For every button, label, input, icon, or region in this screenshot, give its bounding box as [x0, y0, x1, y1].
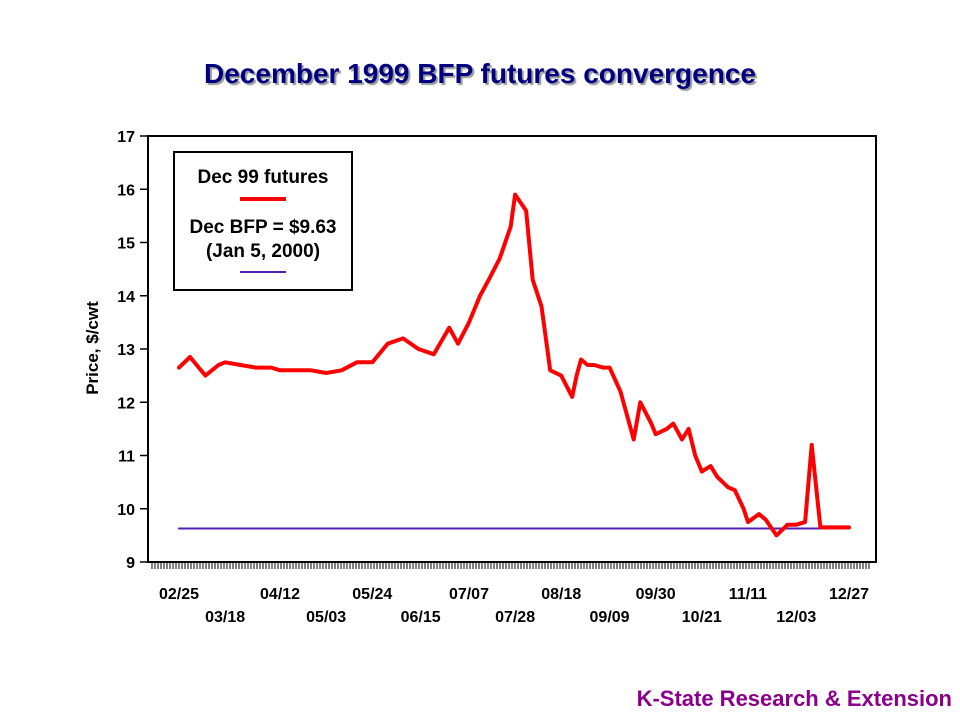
y-tick-label: 16 [117, 182, 135, 199]
legend-label-bfp-date: (Jan 5, 2000) [206, 241, 320, 262]
chart-title: December 1999 BFP futures convergence [204, 58, 756, 89]
footer-credit: K-State Research & Extension [636, 686, 952, 711]
x-tick-label: 05/03 [306, 609, 346, 626]
y-axis-label: Price, $/cwt [83, 301, 102, 395]
x-tick-label: 09/30 [636, 586, 676, 603]
y-tick-label: 15 [117, 236, 135, 253]
x-tick-label: 11/11 [729, 586, 767, 603]
x-tick-label: 05/24 [352, 586, 392, 603]
legend: Dec 99 futures Dec BFP = $9.63 (Jan 5, 2… [173, 151, 353, 291]
legend-label-futures: Dec 99 futures [198, 167, 329, 188]
x-axis: 02/25 04/12 05/24 07/07 08/18 09/30 11/11 12/27… [151, 562, 870, 626]
y-tick-label: 14 [117, 289, 135, 306]
legend-label-bfp: Dec BFP = $9.63 [190, 217, 337, 238]
y-axis: 9 10 11 12 13 14 15 16 17 [117, 129, 148, 572]
legend-box [173, 151, 353, 291]
x-tick-label: 10/21 [682, 609, 722, 626]
x-tick-label: 12/27 [829, 586, 869, 603]
y-tick-label: 9 [126, 555, 135, 572]
x-tick-label: 08/18 [541, 586, 581, 603]
x-tick-label: 06/15 [401, 609, 441, 626]
y-tick-label: 11 [118, 449, 135, 466]
x-tick-label: 09/09 [590, 609, 630, 626]
y-tick-label: 17 [117, 129, 135, 146]
y-tick-label: 10 [117, 502, 135, 519]
x-tick-label: 07/07 [449, 586, 489, 603]
series-layer [177, 192, 851, 538]
y-tick-label: 13 [117, 342, 135, 359]
x-tick-label: 04/12 [260, 586, 300, 603]
x-tick-label: 03/18 [205, 609, 245, 626]
futures-series-line [177, 192, 851, 538]
x-tick-label: 02/25 [159, 586, 199, 603]
y-tick-label: 12 [117, 395, 135, 412]
x-tick-label: 12/03 [776, 609, 816, 626]
x-tick-label: 07/28 [495, 609, 535, 626]
